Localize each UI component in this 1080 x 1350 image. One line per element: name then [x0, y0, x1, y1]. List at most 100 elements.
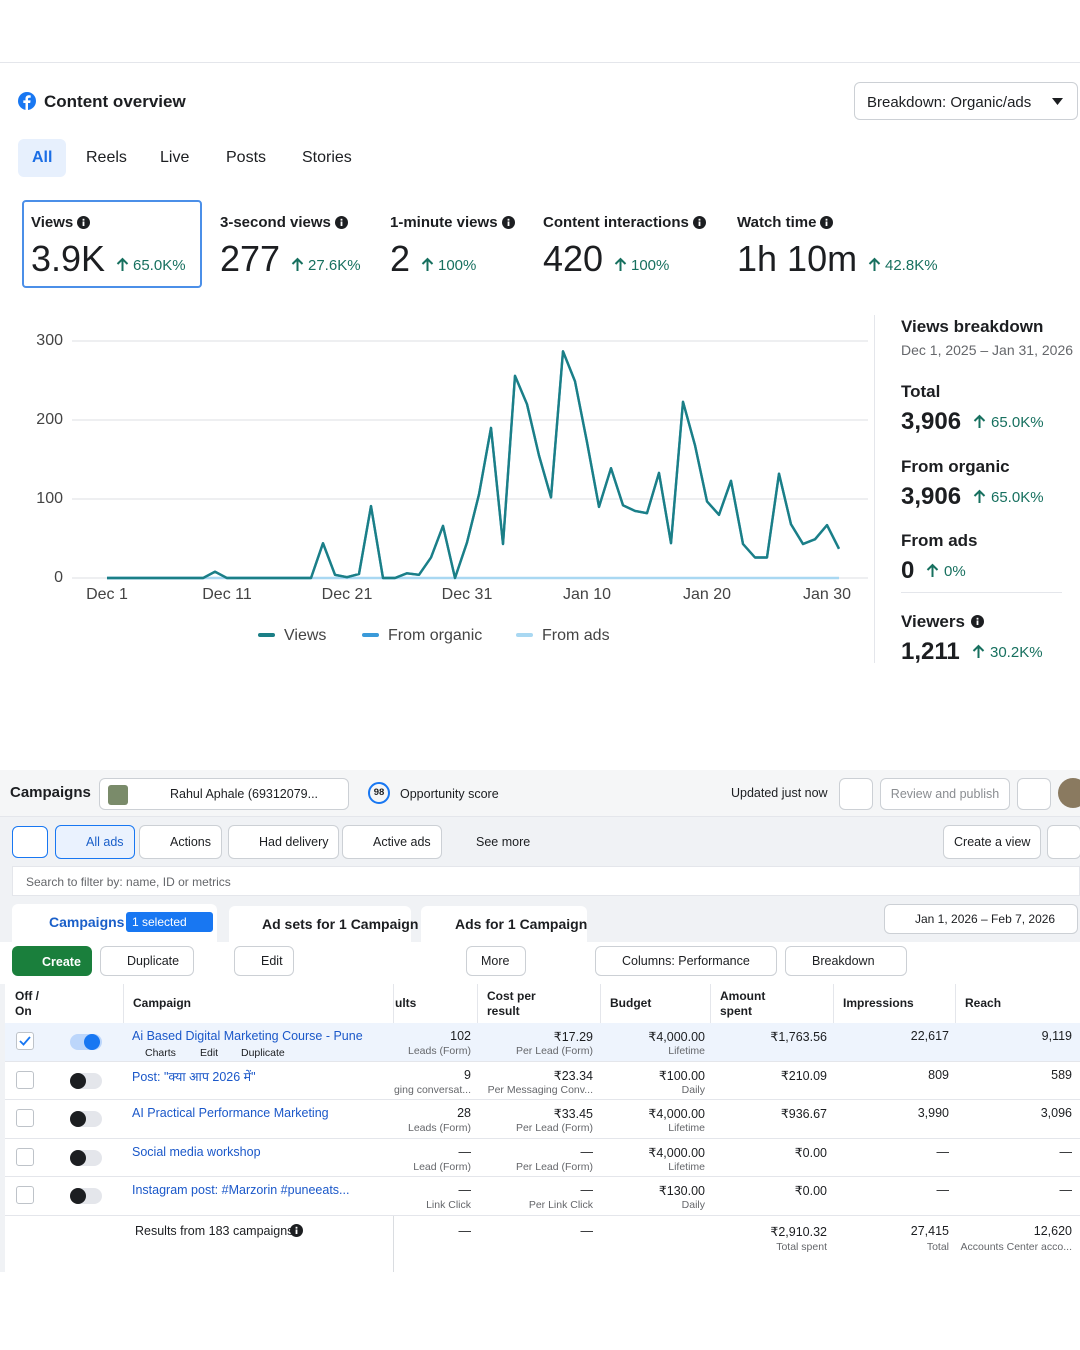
filter-button[interactable]: Actions	[139, 825, 222, 859]
more-menu[interactable]	[1017, 778, 1051, 810]
checkbox[interactable]	[16, 1147, 34, 1166]
action-button[interactable]: More	[466, 946, 526, 976]
column-header[interactable]: Amount spent	[720, 989, 766, 1018]
legend-label: From ads	[542, 627, 610, 644]
level-tab[interactable]	[229, 906, 411, 942]
campaign-name[interactable]: Post: "क्या आप 2026 में"	[132, 1069, 256, 1084]
y-tick-label: 0	[54, 569, 63, 586]
search-box	[12, 866, 1080, 896]
metric-card	[22, 200, 202, 288]
action-button[interactable]: Breakdown	[785, 946, 907, 976]
metric-change: 100%	[631, 257, 670, 274]
table-row[interactable]	[5, 1023, 1080, 1062]
tab[interactable]: Reels	[86, 149, 127, 166]
cell-value: 809	[928, 1067, 949, 1082]
score: 98	[368, 782, 390, 804]
filter-button[interactable]: See more	[446, 825, 540, 859]
cell-note: Link Click	[426, 1199, 471, 1212]
checkbox[interactable]	[16, 1109, 34, 1128]
up-arrow	[973, 414, 986, 428]
search-button[interactable]	[12, 826, 48, 858]
tab[interactable]: Posts	[226, 149, 267, 166]
selected-pill[interactable]: 1 selected	[126, 912, 213, 932]
create-view[interactable]: Create a view	[943, 825, 1042, 859]
campaign-name[interactable]: Social media workshop	[132, 1144, 261, 1159]
date-picker[interactable]	[884, 904, 1078, 934]
metric-change: 100%	[438, 257, 477, 274]
column-header[interactable]: Budget	[610, 996, 652, 1010]
checkbox[interactable]	[16, 1070, 34, 1089]
table-row[interactable]	[5, 1177, 1080, 1216]
column-header[interactable]: Campaign	[133, 996, 192, 1010]
level-tab[interactable]	[421, 906, 587, 942]
up-arrow	[291, 257, 304, 271]
level-tab-label[interactable]: Ad sets for 1 Campaign	[262, 916, 419, 932]
x-tick-label: Dec 1	[86, 586, 128, 603]
cell-value: —	[936, 1144, 950, 1159]
x-tick-label: Jan 20	[683, 586, 731, 603]
row-action[interactable]: Duplicate	[241, 1047, 285, 1059]
series-line	[107, 350, 841, 580]
column-header[interactable]: Impressions	[843, 996, 914, 1010]
action-button[interactable]: Edit	[234, 946, 294, 976]
row-action[interactable]: Charts	[145, 1047, 176, 1059]
create-label: Create	[42, 955, 81, 969]
column-header[interactable]: Off / On	[15, 989, 39, 1018]
campaign-name[interactable]: AI Practical Performance Marketing	[132, 1106, 329, 1121]
info-icon[interactable]	[77, 216, 90, 229]
view-settings[interactable]	[1047, 825, 1080, 859]
account-select[interactable]: Rahul Aphale (69312079...	[99, 778, 349, 810]
review-publish[interactable]: Review and publish	[880, 778, 1010, 810]
column-header[interactable]: Cost per result	[487, 989, 536, 1018]
info-icon[interactable]	[820, 216, 833, 229]
info-icon[interactable]	[290, 1224, 303, 1237]
campaign-name[interactable]: Ai Based Digital Marketing Course - Pune	[132, 1029, 363, 1043]
create-button[interactable]	[12, 946, 92, 976]
toggle-knob	[70, 1188, 86, 1205]
info-icon[interactable]	[971, 615, 984, 628]
cell-note: Per Lead (Form)	[515, 1122, 593, 1135]
table-row[interactable]	[5, 1061, 1080, 1101]
cell-note: Per Link Click	[528, 1199, 593, 1212]
filter-button[interactable]: All ads	[55, 825, 135, 859]
cell-note: ging conversat...	[393, 1083, 471, 1096]
table-row[interactable]	[5, 1138, 1080, 1178]
cell-value: —	[936, 1183, 950, 1198]
level-tab-label[interactable]: Ads for 1 Campaign	[455, 916, 588, 932]
breakdown-dropdown[interactable]: Breakdown: Organic/ads	[854, 82, 1078, 120]
cell-note: Per Messaging Conv...	[487, 1083, 593, 1096]
campaign-name[interactable]: Instagram post: #Marzorin #puneeats...	[132, 1183, 350, 1198]
column-header[interactable]: ults	[395, 996, 417, 1010]
up-arrow	[972, 644, 985, 658]
checkbox[interactable]	[16, 1186, 34, 1205]
panel-value: 1,211	[901, 638, 960, 665]
filter-label: Active ads	[373, 835, 431, 849]
action-label: Breakdown	[812, 954, 875, 968]
filter-button[interactable]: Active ads	[342, 825, 442, 859]
checkbox[interactable]	[16, 1032, 34, 1050]
cell-value: ₹936.67	[780, 1107, 827, 1122]
info-icon[interactable]	[693, 216, 706, 229]
score-label[interactable]: Opportunity score	[400, 787, 499, 801]
row-action[interactable]: Edit	[200, 1047, 219, 1059]
account-name: Rahul Aphale (69312079...	[170, 787, 319, 801]
cell-value: 9,119	[1041, 1029, 1072, 1043]
refresh[interactable]	[839, 778, 873, 810]
tab[interactable]: Live	[160, 149, 190, 166]
filter-button[interactable]: Had delivery	[228, 825, 340, 859]
profile	[1058, 778, 1080, 808]
tab[interactable]: All	[18, 139, 67, 177]
x-tick-label: Dec 21	[322, 586, 373, 603]
level-tab-label[interactable]: Campaigns	[49, 914, 125, 930]
column-header[interactable]: Reach	[965, 996, 1002, 1010]
toggle-knob	[84, 1034, 100, 1050]
panel-range: Dec 1, 2025 – Jan 31, 2026	[901, 342, 1074, 358]
tab[interactable]: Stories	[302, 149, 352, 166]
info-icon[interactable]	[335, 216, 348, 229]
info-icon[interactable]	[502, 216, 515, 229]
action-button[interactable]: Duplicate	[100, 946, 194, 976]
cell-value: 589	[1051, 1067, 1072, 1082]
panel-title: Views breakdown	[901, 317, 1044, 336]
table-row[interactable]	[5, 1100, 1080, 1139]
action-button[interactable]: Columns: Performance	[595, 946, 777, 976]
